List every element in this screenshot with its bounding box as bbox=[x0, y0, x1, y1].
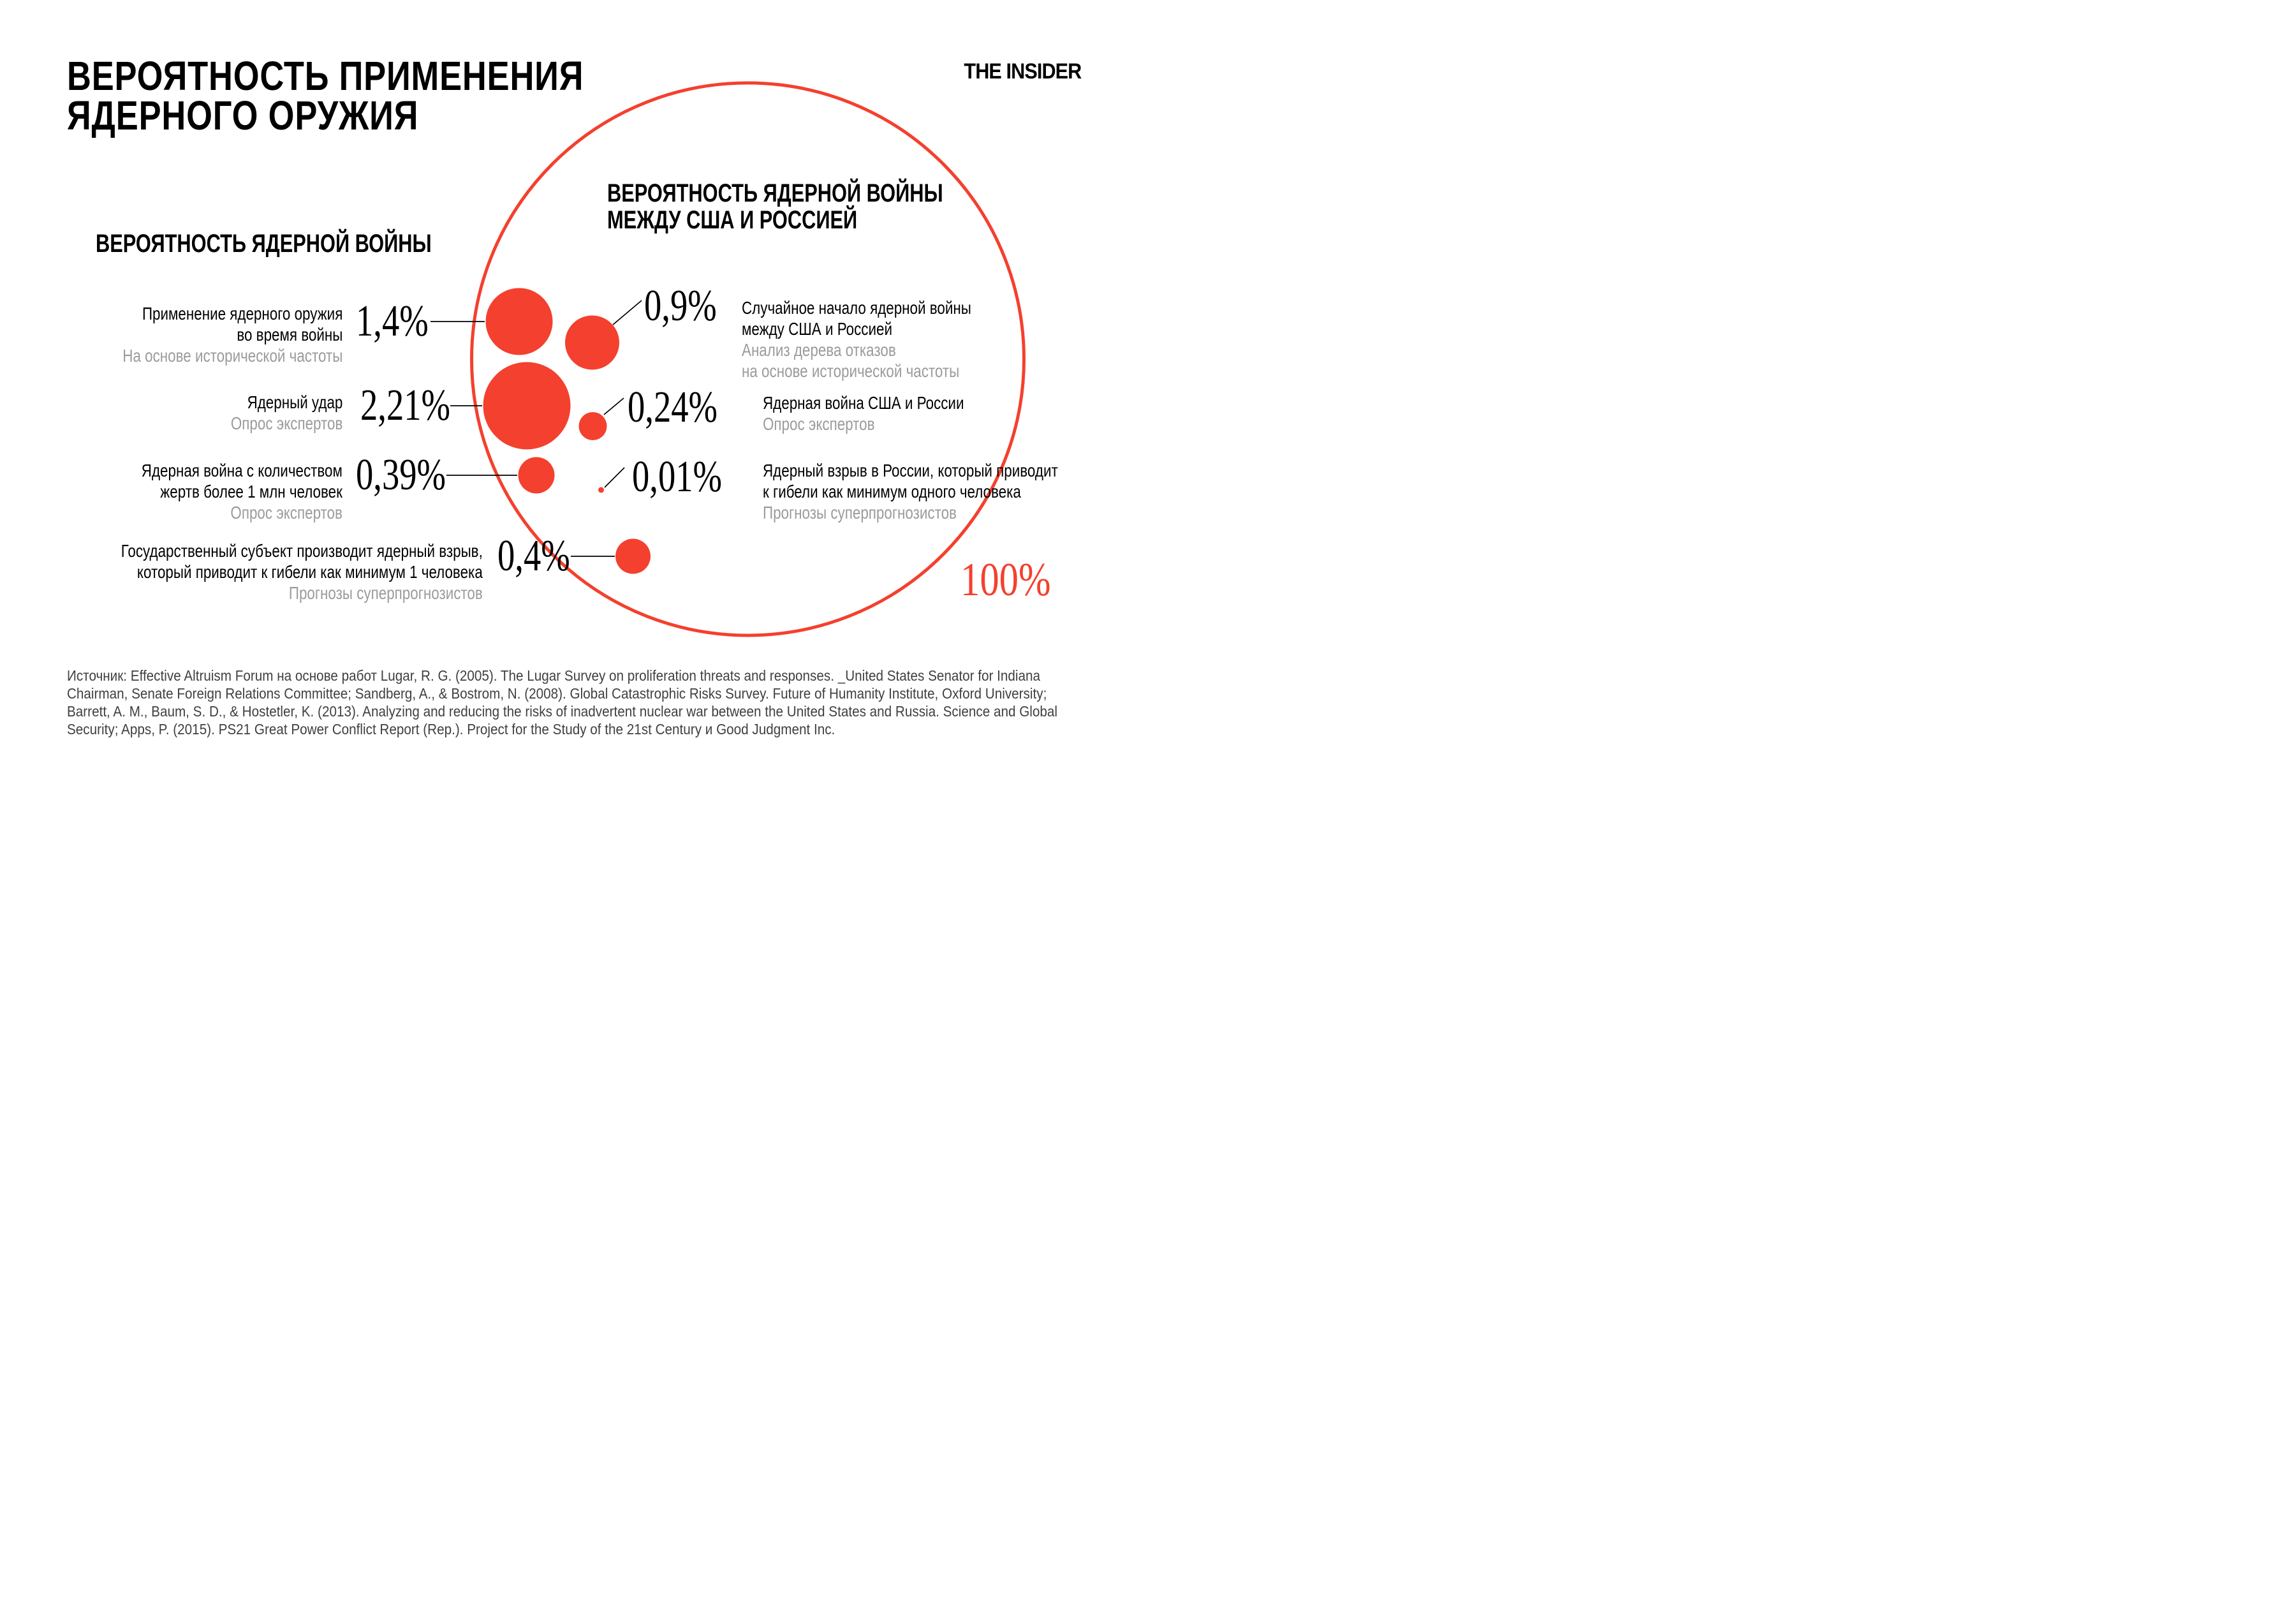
left-row-label: Ядерный удар Опрос экспертов bbox=[231, 392, 343, 434]
bubble-chart bbox=[430, 81, 1026, 637]
left-row-label: Применение ядерного оружия во время войн… bbox=[122, 303, 342, 366]
right-section-heading: ВЕРОЯТНОСТЬ ЯДЕРНОЙ ВОЙНЫ МЕЖДУ США И РО… bbox=[607, 180, 943, 233]
row-label-line: Государственный субъект производит ядерн… bbox=[121, 541, 483, 561]
connector-line bbox=[604, 467, 625, 488]
left-row-label: Ядерная война с количеством жертв более … bbox=[142, 460, 342, 523]
left-row-label: Государственный субъект производит ядерн… bbox=[121, 540, 483, 603]
probability-bubble bbox=[483, 362, 571, 450]
row-value: 0,4% bbox=[497, 531, 570, 581]
probability-bubble bbox=[485, 288, 553, 355]
outer-circle-total-label: 100% bbox=[960, 554, 1051, 606]
row-method-label: Прогнозы суперпрогнозистов bbox=[289, 583, 483, 603]
row-method-label: На основе исторической частоты bbox=[122, 346, 342, 366]
row-label-line: Применение ядерного оружия bbox=[142, 304, 342, 323]
connector-line bbox=[603, 397, 624, 415]
row-value: 0,39% bbox=[356, 450, 446, 500]
row-label-line: который приводит к гибели как минимум 1 … bbox=[137, 562, 483, 582]
row-method-label: Прогнозы суперпрогнозистов bbox=[763, 503, 957, 522]
probability-bubble bbox=[578, 412, 607, 440]
row-label-line: между США и Россией bbox=[742, 319, 892, 339]
probability-bubble bbox=[615, 538, 651, 574]
right-row-label: Ядерная война США и России Опрос эксперт… bbox=[763, 392, 964, 434]
row-value: 2,21% bbox=[360, 381, 451, 430]
row-method-label: Опрос экспертов bbox=[230, 503, 343, 522]
page-title-line1: ВЕРОЯТНОСТЬ ПРИМЕНЕНИЯ bbox=[67, 53, 584, 99]
right-section-heading-line2: МЕЖДУ США И РОССИЕЙ bbox=[607, 206, 858, 234]
page-title: ВЕРОЯТНОСТЬ ПРИМЕНЕНИЯ ЯДЕРНОГО ОРУЖИЯ bbox=[67, 53, 584, 138]
row-method-label: Опрос экспертов bbox=[763, 414, 875, 434]
row-label-line: во время войны bbox=[237, 325, 342, 344]
infographic-page: ВЕРОЯТНОСТЬ ПРИМЕНЕНИЯ ЯДЕРНОГО ОРУЖИЯ T… bbox=[0, 0, 1148, 807]
row-label-line: Случайное начало ядерной войны bbox=[742, 298, 971, 318]
row-label-line: жертв более 1 млн человек bbox=[160, 482, 342, 501]
page-title-line2: ЯДЕРНОГО ОРУЖИЯ bbox=[67, 93, 419, 138]
the-insider-logo: THE INSIDER bbox=[964, 59, 1082, 84]
row-value: 1,4% bbox=[356, 297, 429, 346]
row-value: 0,24% bbox=[628, 383, 718, 432]
row-label-line: Ядерная война с количеством bbox=[141, 461, 342, 480]
probability-bubble bbox=[598, 487, 604, 493]
total-probability-circle bbox=[470, 81, 1026, 637]
right-section-heading-line1: ВЕРОЯТНОСТЬ ЯДЕРНОЙ ВОЙНЫ bbox=[607, 179, 943, 207]
row-value: 0,01% bbox=[632, 452, 723, 501]
right-row-label: Случайное начало ядерной войны между США… bbox=[742, 297, 971, 381]
connector-line bbox=[612, 300, 642, 325]
row-label-line: Ядерный взрыв в России, который приводит bbox=[763, 461, 1058, 480]
probability-bubble bbox=[518, 457, 555, 494]
source-text: Источник: Effective Altruism Forum на ос… bbox=[67, 667, 1057, 737]
row-label-line: Ядерная война США и России bbox=[763, 393, 964, 413]
right-row-label: Ядерный взрыв в России, который приводит… bbox=[763, 460, 1058, 523]
row-method-label: Опрос экспертов bbox=[230, 413, 343, 433]
row-label-line: к гибели как минимум одного человека bbox=[763, 482, 1021, 501]
row-value: 0,9% bbox=[644, 281, 717, 330]
row-label-line: Ядерный удар bbox=[247, 392, 342, 412]
row-method-label: на основе исторической частоты bbox=[742, 361, 960, 381]
left-section-heading: ВЕРОЯТНОСТЬ ЯДЕРНОЙ ВОЙНЫ bbox=[96, 230, 432, 258]
row-method-label: Анализ дерева отказов bbox=[742, 340, 896, 360]
probability-bubble bbox=[565, 315, 619, 370]
